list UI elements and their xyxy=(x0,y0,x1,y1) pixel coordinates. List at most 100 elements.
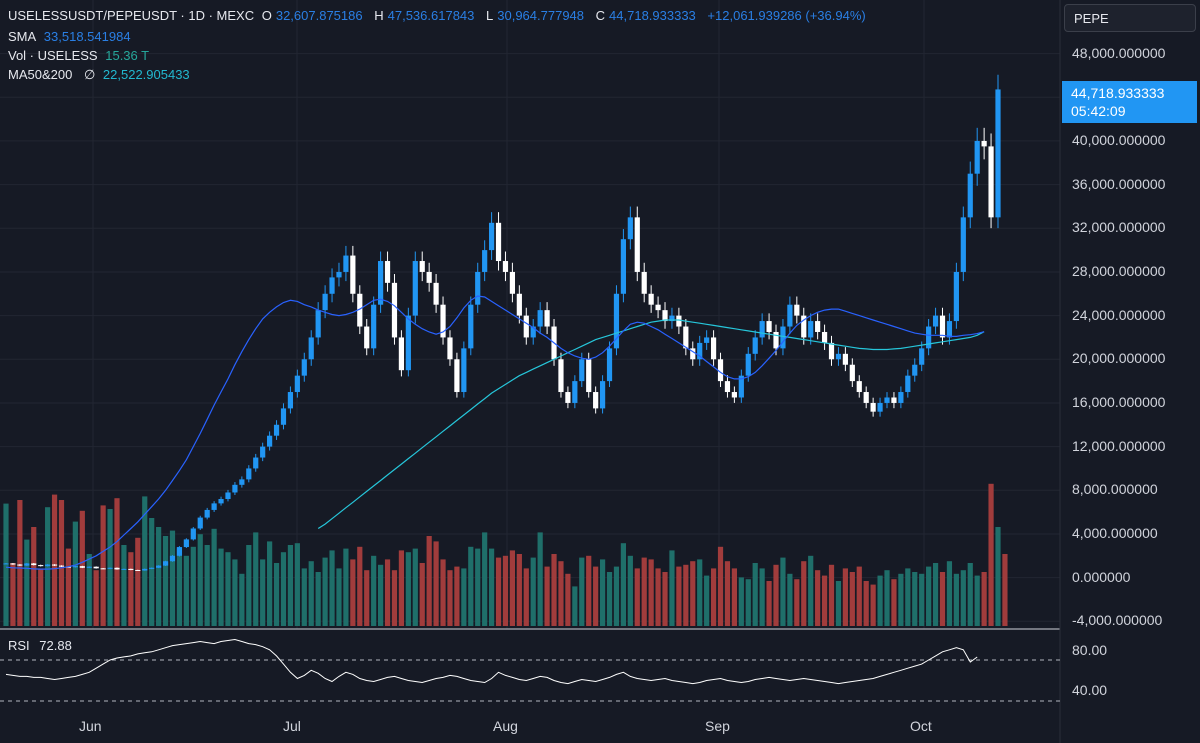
volume-bar xyxy=(773,564,779,626)
candle-body xyxy=(572,381,578,403)
volume-bar xyxy=(995,527,1001,626)
volume-bar xyxy=(294,543,300,626)
symbol-selector[interactable]: PEPE xyxy=(1064,4,1196,32)
candle-body xyxy=(329,277,335,294)
volume-bar xyxy=(31,527,37,626)
ma-legend[interactable]: MA50&200 ∅ 22,522.905433 xyxy=(8,67,194,83)
candle-body xyxy=(419,261,425,272)
volume-legend[interactable]: Vol · USELESS 15.36 T xyxy=(8,48,153,63)
candle-body xyxy=(794,304,800,316)
volume-bar xyxy=(655,568,661,626)
candle-body xyxy=(211,503,217,510)
volume-bar xyxy=(232,559,238,626)
volume-bar xyxy=(599,559,606,626)
volume-bar xyxy=(870,584,876,626)
candle-body xyxy=(273,424,280,436)
candle-body xyxy=(877,402,883,412)
candle-body xyxy=(308,337,314,360)
candle-body xyxy=(537,310,543,327)
candle-body xyxy=(697,342,703,360)
volume-bar xyxy=(808,555,814,626)
volume-bar xyxy=(828,564,835,626)
volume-bar xyxy=(912,572,918,626)
candle-body xyxy=(558,359,564,393)
volume-bar xyxy=(946,561,953,626)
candle-body xyxy=(218,499,224,504)
volume-bar xyxy=(919,573,925,626)
low-label: L xyxy=(486,8,494,23)
low-value: 30,964.777948 xyxy=(497,8,585,23)
rsi-label: RSI xyxy=(8,638,30,653)
volume-bar xyxy=(967,563,973,626)
open-label: O xyxy=(261,8,272,23)
candlesticks xyxy=(3,74,1001,571)
volume-bar xyxy=(537,532,543,626)
candle-body xyxy=(606,348,613,382)
volume-bar xyxy=(641,557,647,626)
candle-body xyxy=(156,565,162,568)
candle-body xyxy=(232,484,238,493)
rsi-legend[interactable]: RSI 72.88 xyxy=(8,638,72,653)
volume-bar xyxy=(454,566,460,626)
volume-bar xyxy=(787,573,793,626)
volume-bar xyxy=(891,579,897,626)
volume-bar xyxy=(863,581,869,626)
volume-bar xyxy=(440,559,446,626)
candle-body xyxy=(627,217,633,240)
candle-body xyxy=(391,282,398,338)
volume-bar xyxy=(211,528,217,626)
volume-bar xyxy=(433,541,439,626)
change-value: +12,061.939286 (+36.94%) xyxy=(707,8,866,23)
volume-bar xyxy=(835,581,842,626)
candle-body xyxy=(516,293,522,316)
candle-body xyxy=(114,567,120,570)
candle-body xyxy=(981,140,987,147)
volume-bar xyxy=(218,548,224,626)
volume-bar xyxy=(412,548,418,626)
volume-bar xyxy=(315,572,321,626)
volume-bar xyxy=(488,548,495,626)
price-axis-label: 36,000.000000 xyxy=(1072,175,1166,192)
candle-body xyxy=(107,567,113,569)
sma-line xyxy=(5,295,985,570)
price-axis-label: 28,000.000000 xyxy=(1072,262,1166,279)
volume-bar xyxy=(398,550,405,626)
candle-body xyxy=(31,563,37,566)
candle-body xyxy=(440,304,446,338)
close-value: 44,718.933333 xyxy=(609,8,696,23)
volume-bar xyxy=(801,561,807,626)
volume-bar xyxy=(17,500,23,626)
candle-body xyxy=(634,217,640,272)
vol-value: 15.36 T xyxy=(105,48,150,63)
candle-body xyxy=(912,364,918,376)
volume-bar xyxy=(926,566,932,626)
time-axis-label: Oct xyxy=(910,718,932,734)
volume-bar xyxy=(65,548,72,626)
volume-bar xyxy=(953,573,959,626)
candle-body xyxy=(447,337,453,360)
candle-body xyxy=(204,509,210,518)
rsi-value: 72.88 xyxy=(39,638,72,653)
volume-bar xyxy=(128,552,134,626)
candle-body xyxy=(835,353,842,360)
candle-body xyxy=(641,271,647,294)
candle-body xyxy=(482,250,488,272)
sma-legend[interactable]: SMA 33,518.541984 xyxy=(8,29,135,44)
volume-bar xyxy=(461,568,467,626)
volume-bar xyxy=(190,546,196,626)
candle-body xyxy=(3,563,9,565)
volume-bar xyxy=(690,561,696,626)
volume-bar xyxy=(426,536,432,626)
volume-bar xyxy=(731,568,737,626)
candle-body xyxy=(371,304,377,349)
volume-bar xyxy=(502,555,509,626)
candle-body xyxy=(86,566,92,568)
candle-body xyxy=(704,337,710,343)
volume-bar xyxy=(176,548,183,626)
volume-bar xyxy=(579,557,585,626)
price-axis-label: 48,000.000000 xyxy=(1072,44,1166,61)
symbol-title[interactable]: USELESSUSDT/PEPEUSDT · 1D · MEXC xyxy=(8,8,255,23)
volume-bar xyxy=(357,546,363,626)
ma-label: MA50&200 xyxy=(8,67,73,82)
